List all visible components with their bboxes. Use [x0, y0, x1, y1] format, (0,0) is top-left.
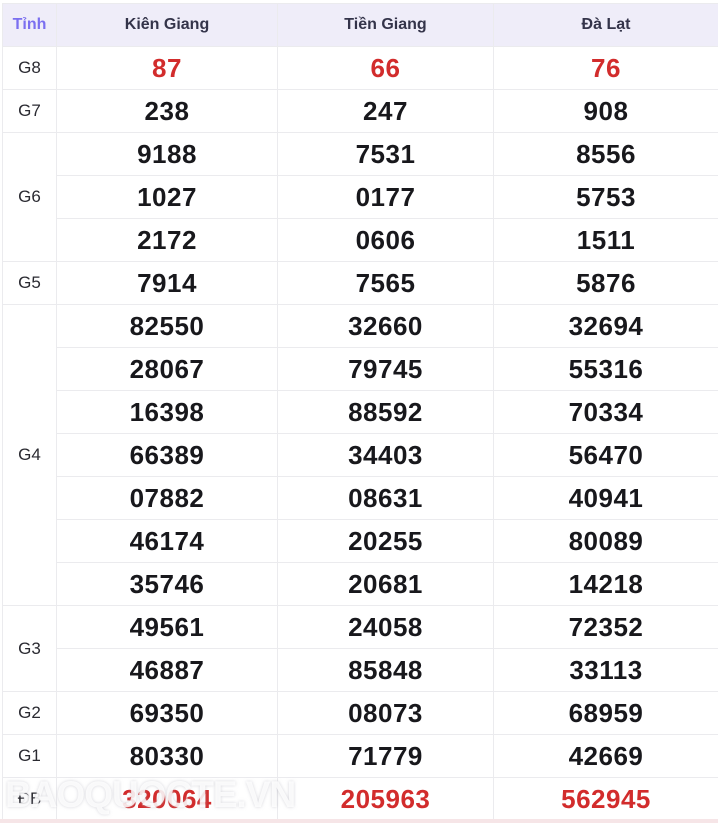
prize-value-cell: 69350 [56, 691, 278, 735]
prize-value-cell: 562945 [493, 777, 718, 821]
prize-value-cell: 8556 [493, 132, 718, 176]
prize-value-cell: 80089 [493, 519, 718, 563]
prize-row-g4: 66389 34403 56470 [3, 433, 718, 477]
prize-value-cell: 908 [493, 89, 718, 133]
prize-value-cell: 205963 [277, 777, 494, 821]
prize-value-cell: 16398 [56, 390, 278, 434]
prize-value-cell: 9188 [56, 132, 278, 176]
province-column-header: Tỉnh [2, 3, 57, 47]
prize-label-g2: G2 [2, 691, 57, 735]
prize-value-cell: 20255 [277, 519, 494, 563]
prize-label-g5: G5 [2, 261, 57, 305]
prize-value-cell: 2172 [56, 218, 278, 262]
prize-value-cell: 56470 [493, 433, 718, 477]
prize-row-db: ĐB 320064 205963 562945 [2, 777, 718, 821]
prize-value-cell: 247 [277, 89, 494, 133]
prize-value-cell: 80330 [56, 734, 278, 778]
prize-row-g3: 46887 85848 33113 [3, 648, 718, 692]
prize-label-g1: G1 [2, 734, 57, 778]
lottery-results-table: Tỉnh Kiên Giang Tiền Giang Đà Lạt G8 87 … [2, 3, 718, 821]
prize-value-cell: 40941 [493, 476, 718, 520]
prize-row-g4: 07882 08631 40941 [3, 476, 718, 520]
prize-label-g8: G8 [2, 46, 57, 90]
prize-value-cell: 49561 [56, 605, 278, 649]
prize-value-cell: 82550 [56, 304, 278, 348]
column-header-kien-giang: Kiên Giang [56, 3, 278, 47]
prize-value-cell: 1511 [493, 218, 718, 262]
prize-row-g3: G3 49561 24058 72352 [2, 605, 718, 692]
prize-value-cell: 42669 [493, 734, 718, 778]
prize-value-cell: 28067 [56, 347, 278, 391]
prize-row-g4: 16398 88592 70334 [3, 390, 718, 434]
prize-row-g4: 28067 79745 55316 [3, 347, 718, 391]
column-header-tien-giang: Tiền Giang [277, 3, 494, 47]
prize-value-cell: 24058 [277, 605, 494, 649]
prize-value-cell: 238 [56, 89, 278, 133]
header-row: Tỉnh Kiên Giang Tiền Giang Đà Lạt [2, 3, 718, 47]
prize-value-cell: 5753 [493, 175, 718, 219]
prize-row-g1: G1 80330 71779 42669 [2, 734, 718, 778]
table-header: Tỉnh Kiên Giang Tiền Giang Đà Lạt [2, 3, 718, 47]
prize-row-g7: G7 238 247 908 [2, 89, 718, 133]
prize-label-g4: G4 [2, 304, 57, 606]
prize-row-g8: G8 87 66 76 [2, 46, 718, 90]
prize-label-g3: G3 [2, 605, 57, 692]
prize-value-cell: 7531 [277, 132, 494, 176]
prize-value-cell: 0606 [277, 218, 494, 262]
prize-value-cell: 46887 [56, 648, 278, 692]
prize-value-cell: 55316 [493, 347, 718, 391]
prize-value-cell: 76 [493, 46, 718, 90]
table-body: G8 87 66 76 G7 238 247 908 G6 9188 7531 … [2, 46, 718, 821]
prize-value-cell: 46174 [56, 519, 278, 563]
prize-row-g4: 46174 20255 80089 [3, 519, 718, 563]
prize-row-g5: G5 7914 7565 5876 [2, 261, 718, 305]
prize-value-cell: 35746 [56, 562, 278, 606]
prize-row-g6: 2172 0606 1511 [3, 218, 718, 262]
prize-value-cell: 07882 [56, 476, 278, 520]
column-header-da-lat: Đà Lạt [493, 3, 718, 47]
prize-value-cell: 20681 [277, 562, 494, 606]
prize-label-g7: G7 [2, 89, 57, 133]
prize-row-g6: 1027 0177 5753 [3, 175, 718, 219]
prize-value-cell: 71779 [277, 734, 494, 778]
prize-value-cell: 66389 [56, 433, 278, 477]
bottom-divider [0, 819, 718, 823]
prize-label-g6: G6 [2, 132, 57, 262]
prize-value-cell: 0177 [277, 175, 494, 219]
prize-value-cell: 72352 [493, 605, 718, 649]
prize-row-g6: G6 9188 7531 8556 [2, 132, 718, 262]
prize-value-cell: 7565 [277, 261, 494, 305]
prize-value-cell: 79745 [277, 347, 494, 391]
prize-value-cell: 32694 [493, 304, 718, 348]
prize-value-cell: 34403 [277, 433, 494, 477]
prize-row-g2: G2 69350 08073 68959 [2, 691, 718, 735]
prize-row-g4: G4 82550 32660 32694 [2, 304, 718, 606]
prize-value-cell: 87 [56, 46, 278, 90]
prize-value-cell: 08631 [277, 476, 494, 520]
prize-value-cell: 14218 [493, 562, 718, 606]
prize-value-cell: 08073 [277, 691, 494, 735]
prize-value-cell: 66 [277, 46, 494, 90]
prize-value-cell: 33113 [493, 648, 718, 692]
prize-value-cell: 320064 [56, 777, 278, 821]
prize-value-cell: 5876 [493, 261, 718, 305]
prize-value-cell: 88592 [277, 390, 494, 434]
prize-value-cell: 85848 [277, 648, 494, 692]
prize-row-g4: 35746 20681 14218 [3, 562, 718, 606]
prize-label-db: ĐB [2, 777, 57, 821]
prize-value-cell: 70334 [493, 390, 718, 434]
prize-value-cell: 32660 [277, 304, 494, 348]
prize-value-cell: 68959 [493, 691, 718, 735]
prize-value-cell: 7914 [56, 261, 278, 305]
prize-value-cell: 1027 [56, 175, 278, 219]
